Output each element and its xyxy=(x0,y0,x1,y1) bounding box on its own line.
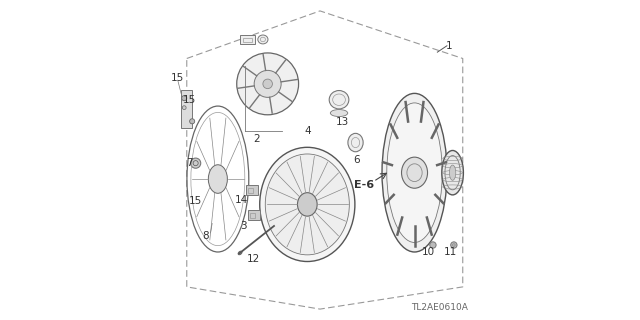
Text: 3: 3 xyxy=(240,221,246,231)
Text: 7: 7 xyxy=(186,158,193,168)
Ellipse shape xyxy=(330,109,348,116)
Text: 8: 8 xyxy=(202,231,209,241)
Text: 15: 15 xyxy=(182,95,196,105)
Ellipse shape xyxy=(263,79,273,89)
Text: 2: 2 xyxy=(253,134,260,144)
Ellipse shape xyxy=(238,251,242,255)
Bar xyxy=(248,188,253,193)
Ellipse shape xyxy=(387,103,442,243)
Circle shape xyxy=(182,106,186,109)
Text: 11: 11 xyxy=(444,247,457,257)
Text: 13: 13 xyxy=(336,117,349,127)
Bar xyxy=(243,38,252,42)
Ellipse shape xyxy=(254,70,281,97)
Polygon shape xyxy=(181,90,193,128)
Text: 4: 4 xyxy=(304,126,310,136)
Text: 1: 1 xyxy=(446,41,452,52)
Ellipse shape xyxy=(260,147,355,261)
Ellipse shape xyxy=(382,93,447,252)
Ellipse shape xyxy=(449,165,456,180)
Ellipse shape xyxy=(237,53,299,115)
Circle shape xyxy=(182,96,187,101)
Ellipse shape xyxy=(401,157,428,188)
Text: 15: 15 xyxy=(172,73,184,83)
Bar xyxy=(248,210,260,220)
Text: 10: 10 xyxy=(422,247,435,257)
Ellipse shape xyxy=(265,154,349,255)
Ellipse shape xyxy=(442,150,463,195)
Bar xyxy=(250,213,255,218)
Circle shape xyxy=(189,119,195,124)
Circle shape xyxy=(429,242,436,248)
Text: E-6: E-6 xyxy=(354,180,374,190)
Bar xyxy=(240,35,255,44)
Text: TL2AE0610A: TL2AE0610A xyxy=(411,303,467,312)
Ellipse shape xyxy=(329,91,349,109)
Text: 12: 12 xyxy=(247,254,260,264)
Ellipse shape xyxy=(298,193,317,216)
Ellipse shape xyxy=(258,35,268,44)
Circle shape xyxy=(191,158,201,168)
Text: 6: 6 xyxy=(353,155,360,165)
Ellipse shape xyxy=(348,133,363,152)
Circle shape xyxy=(451,242,457,248)
Ellipse shape xyxy=(209,165,227,193)
Text: 15: 15 xyxy=(189,196,202,206)
Text: 14: 14 xyxy=(235,195,248,205)
Bar xyxy=(246,185,259,195)
